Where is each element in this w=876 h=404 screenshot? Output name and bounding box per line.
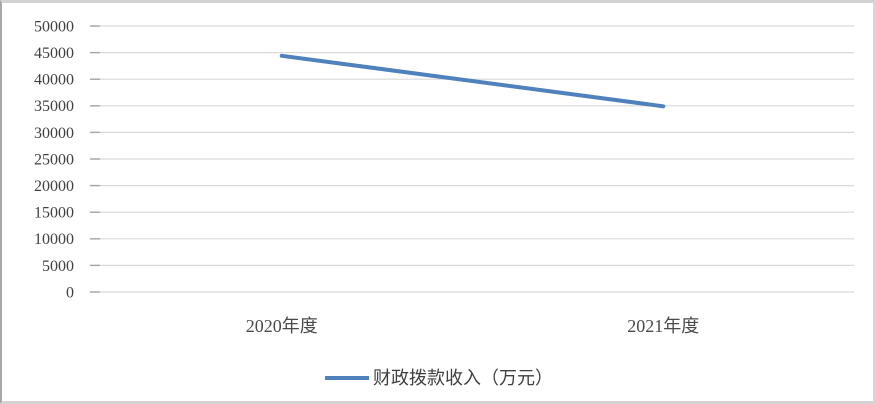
x-axis-labels: 2020年度 2021年度 bbox=[246, 316, 700, 336]
y-axis-tick-label: 50000 bbox=[34, 18, 74, 35]
y-axis-tick-label: 0 bbox=[66, 284, 74, 301]
y-axis-tick-label: 40000 bbox=[34, 72, 74, 89]
y-axis-tick-label: 15000 bbox=[34, 205, 74, 222]
legend-label: 财政拨款收入（万元） bbox=[373, 368, 553, 388]
y-axis-tick-label: 35000 bbox=[34, 98, 74, 115]
y-axis-tick-label: 10000 bbox=[34, 231, 74, 248]
y-axis-ticks bbox=[90, 25, 100, 293]
y-axis-labels: 0 5000 10000 15000 20000 25000 30000 35000 40000… bbox=[34, 18, 74, 301]
y-axis-tick-label: 20000 bbox=[34, 178, 74, 195]
y-axis-tick-label: 45000 bbox=[34, 45, 74, 62]
x-axis-tick-label: 2021年度 bbox=[627, 316, 699, 336]
data-line-series bbox=[279, 53, 666, 109]
x-axis-tick-label: 2020年度 bbox=[246, 316, 318, 336]
y-axis-tick-label: 25000 bbox=[34, 151, 74, 168]
y-axis-tick-label: 5000 bbox=[42, 258, 74, 275]
gridlines bbox=[91, 25, 854, 293]
legend: 财政拨款收入（万元） bbox=[325, 368, 553, 388]
y-axis-tick-label: 30000 bbox=[34, 125, 74, 142]
line-chart: 0 5000 10000 15000 20000 25000 30000 35000 40000… bbox=[34, 18, 854, 388]
